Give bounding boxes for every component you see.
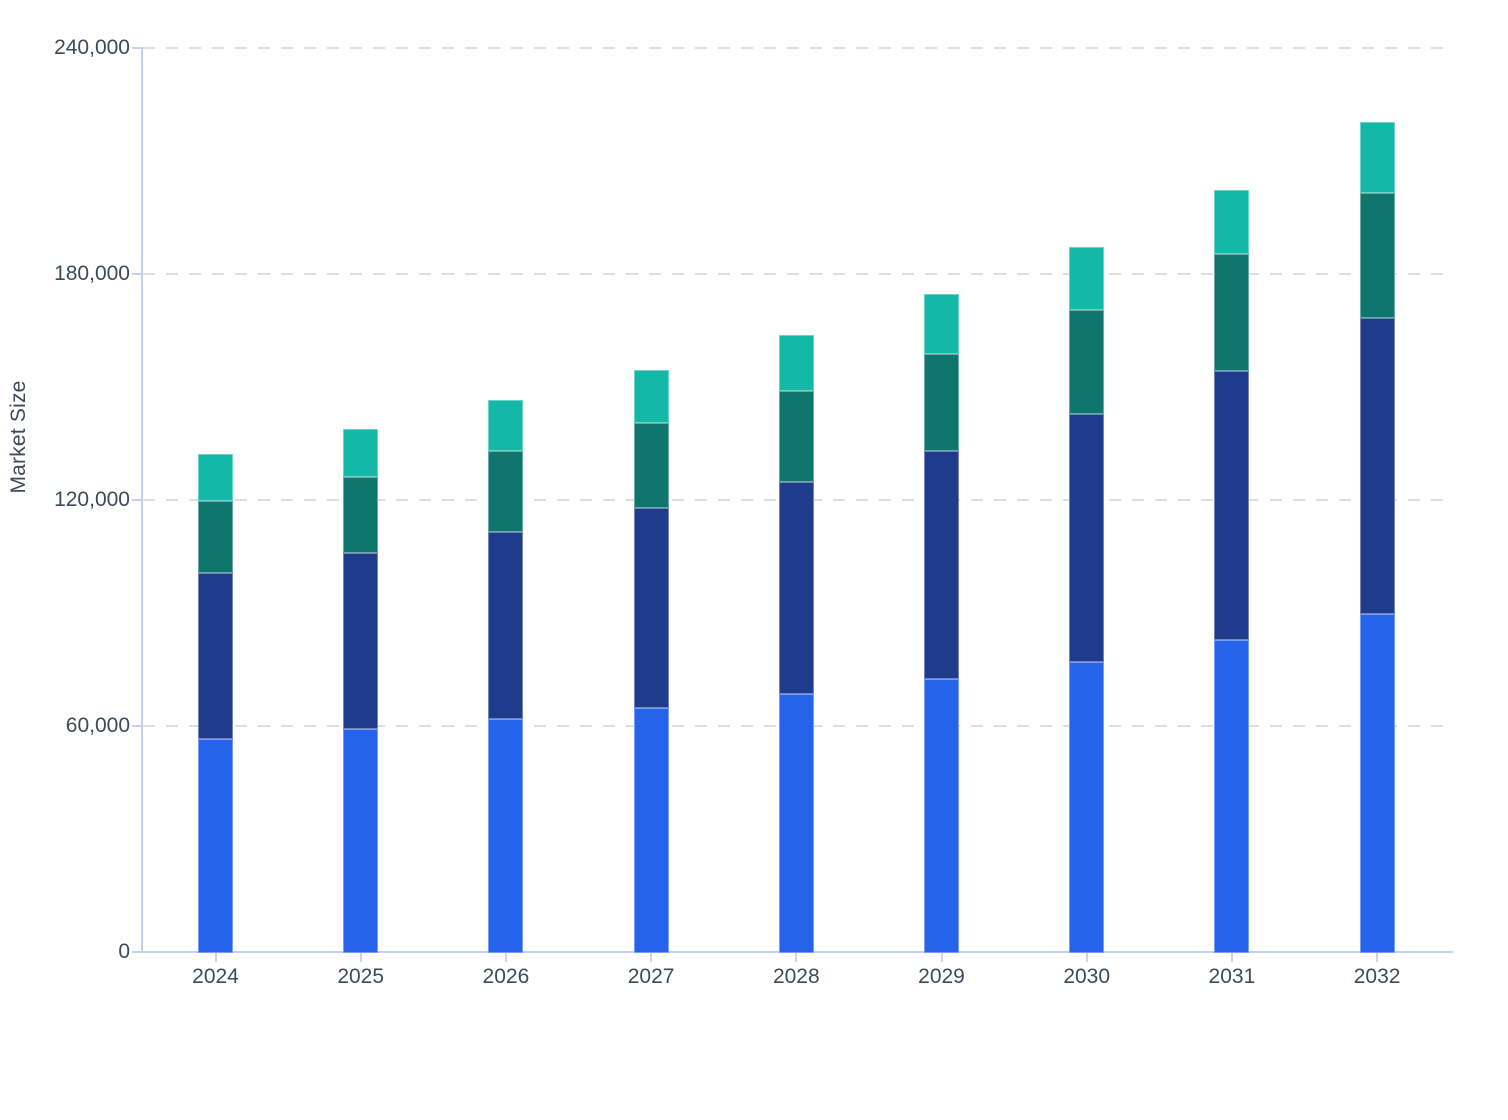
y-axis-title: Market Size — [7, 380, 30, 494]
y-axis-line — [141, 47, 143, 953]
x-tick-2026 — [504, 953, 507, 962]
y-tick-label-60000: 60,000 — [65, 714, 130, 737]
bar-2029 — [924, 0, 959, 953]
x-tick-label-2032: 2032 — [1353, 965, 1401, 988]
x-tick-label-2029: 2029 — [918, 965, 965, 988]
y-tick-180000 — [132, 273, 143, 275]
x-tick-2025 — [359, 953, 362, 962]
bar-2025 — [343, 0, 379, 953]
x-tick-2032 — [1376, 953, 1379, 962]
bar-2030-segment-teal — [1069, 310, 1105, 414]
bar-2025-segment-navy — [343, 552, 379, 729]
y-tick-240000 — [132, 47, 143, 49]
bar-2024-segment-mint — [198, 453, 233, 501]
bar-2032-segment-teal — [1359, 192, 1395, 318]
x-tick-2028 — [795, 953, 798, 962]
bar-2026-segment-teal — [488, 450, 524, 532]
y-tick-120000 — [132, 499, 143, 501]
bar-2031 — [1214, 0, 1250, 953]
x-tick-2031 — [1230, 953, 1233, 962]
bar-2024-segment-blue — [198, 739, 233, 953]
bar-2026-segment-mint — [488, 400, 524, 451]
bar-2029-segment-mint — [924, 293, 959, 355]
bar-2025-segment-teal — [343, 476, 379, 553]
x-tick-label-2024: 2024 — [192, 965, 239, 988]
bar-2028-segment-teal — [778, 391, 814, 482]
x-tick-label-2025: 2025 — [337, 965, 385, 988]
bar-2027-segment-mint — [633, 369, 669, 424]
bar-2031-segment-blue — [1214, 639, 1250, 953]
y-tick-0 — [132, 951, 143, 953]
bar-2031-segment-navy — [1214, 371, 1250, 640]
bar-2032-segment-blue — [1359, 614, 1395, 953]
bar-2027-segment-teal — [633, 423, 669, 509]
bar-2028-segment-blue — [778, 693, 814, 953]
x-tick-label-2028: 2028 — [772, 965, 820, 988]
x-tick-label-2026: 2026 — [482, 965, 530, 988]
bar-2026 — [488, 0, 524, 953]
x-tick-label-2031: 2031 — [1208, 965, 1256, 988]
bar-2028-segment-mint — [778, 334, 814, 391]
bar-2031-segment-teal — [1214, 253, 1250, 372]
bar-2026-segment-blue — [488, 719, 524, 953]
bar-2025-segment-blue — [343, 728, 379, 953]
x-tick-2027 — [650, 953, 653, 962]
bar-2032 — [1359, 0, 1395, 953]
bar-2028-segment-navy — [778, 481, 814, 694]
bar-2029-segment-teal — [924, 354, 959, 451]
bar-2024 — [198, 0, 233, 953]
x-tick-2030 — [1085, 953, 1088, 962]
y-tick-label-120000: 120,000 — [54, 488, 130, 511]
x-tick-label-2030: 2030 — [1063, 965, 1111, 988]
x-tick-2024 — [214, 953, 217, 962]
gridline-240000 — [143, 47, 1453, 49]
bar-2029-segment-blue — [924, 679, 959, 953]
bar-2032-segment-navy — [1359, 317, 1395, 614]
bar-2031-segment-mint — [1214, 189, 1250, 254]
x-tick-label-2027: 2027 — [627, 965, 675, 988]
gridline-180000 — [143, 273, 1453, 275]
bar-2027-segment-navy — [633, 508, 669, 709]
bar-2024-segment-navy — [198, 572, 233, 740]
bar-2030-segment-navy — [1069, 413, 1105, 662]
bar-2030-segment-mint — [1069, 247, 1105, 311]
bar-2025-segment-mint — [343, 429, 379, 477]
y-tick-label-180000: 180,000 — [54, 262, 130, 285]
bar-2026-segment-navy — [488, 531, 524, 720]
bar-2029-segment-navy — [924, 450, 959, 680]
x-tick-2029 — [940, 953, 943, 962]
bar-2032-segment-mint — [1359, 122, 1395, 193]
bar-2024-segment-teal — [198, 501, 233, 573]
bar-2030 — [1069, 0, 1105, 953]
bar-2028 — [778, 0, 814, 953]
y-tick-label-0: 0 — [118, 940, 130, 963]
bar-2030-segment-blue — [1069, 661, 1105, 953]
y-tick-label-240000: 240,000 — [54, 36, 130, 59]
y-tick-60000 — [132, 725, 143, 727]
bar-2027-segment-blue — [633, 708, 669, 953]
bar-2027 — [633, 0, 669, 953]
